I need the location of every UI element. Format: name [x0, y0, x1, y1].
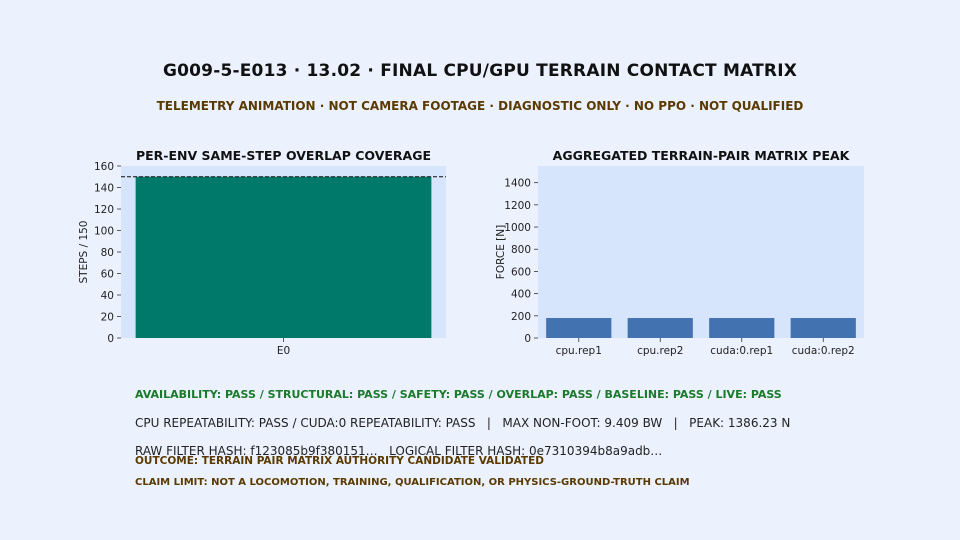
y-tick-label-1-7: 1400: [504, 178, 531, 190]
y-tick-label-0-4: 80: [101, 247, 114, 259]
y-tick-label-0-7: 140: [94, 183, 114, 195]
plot-area-1: [538, 166, 864, 338]
outcome-summary: OUTCOME: TERRAIN PAIR MATRIX AUTHORITY C…: [135, 455, 544, 467]
y-tick-label-1-3: 600: [511, 266, 531, 278]
y-tick-label-0-0: 0: [107, 333, 114, 345]
y-tick-label-1-2: 400: [511, 289, 531, 301]
status-summary: AVAILABILITY: PASS / STRUCTURAL: PASS / …: [135, 388, 782, 401]
bar-0-0: [135, 176, 432, 338]
hash-summary: RAW FILTER HASH: f123085b9f380151… LOGIC…: [135, 444, 663, 458]
x-tick-label-0-0: E0: [277, 345, 290, 357]
bar-1-2: [709, 318, 775, 338]
bar-1-0: [546, 318, 612, 338]
bar-1-1: [627, 318, 693, 338]
x-tick-label-1-0: cpu.rep1: [556, 345, 602, 357]
y-axis-label-1: FORCE [N]: [495, 225, 507, 279]
y-tick-label-1-0: 0: [524, 333, 531, 345]
y-tick-label-1-6: 1200: [504, 200, 531, 212]
y-axis-label-0: STEPS / 150: [78, 221, 90, 284]
y-tick-label-1-1: 200: [511, 311, 531, 323]
chart-title-1: AGGREGATED TERRAIN-PAIR MATRIX PEAK: [553, 148, 851, 163]
y-tick-label-0-1: 20: [101, 312, 114, 324]
metrics-summary: CPU REPEATABILITY: PASS / CUDA:0 REPEATA…: [135, 416, 791, 430]
page-title: G009-5-E013 · 13.02 · FINAL CPU/GPU TERR…: [162, 61, 798, 81]
page-subtitle: TELEMETRY ANIMATION · NOT CAMERA FOOTAGE…: [156, 99, 804, 113]
claim-limit: CLAIM LIMIT: NOT A LOCOMOTION, TRAINING,…: [135, 477, 690, 488]
y-tick-label-0-8: 160: [94, 161, 114, 173]
y-tick-label-0-5: 100: [94, 226, 114, 238]
y-tick-label-0-3: 60: [101, 269, 114, 281]
y-tick-label-1-5: 1000: [504, 222, 531, 234]
y-tick-label-0-2: 40: [101, 290, 114, 302]
x-tick-label-1-1: cpu.rep2: [637, 345, 683, 357]
bar-1-3: [790, 318, 856, 338]
y-tick-label-1-4: 800: [511, 244, 531, 256]
y-tick-label-0-6: 120: [94, 204, 114, 216]
x-tick-label-1-2: cuda:0.rep1: [710, 345, 773, 357]
chart-title-0: PER-ENV SAME-STEP OVERLAP COVERAGE: [136, 148, 431, 163]
x-tick-label-1-3: cuda:0.rep2: [792, 345, 855, 357]
